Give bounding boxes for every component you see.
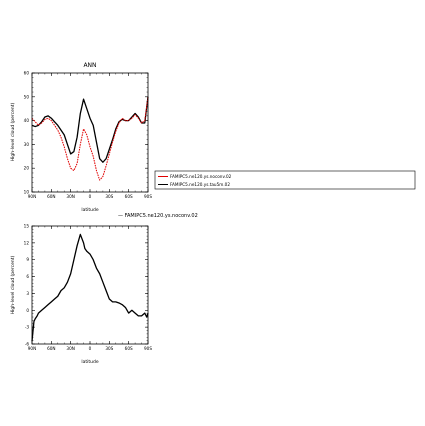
- bottom-xtick-label: 0: [89, 346, 92, 351]
- bottom-ytick-label: -6: [25, 342, 30, 347]
- top-xtick-label: 90N: [28, 194, 36, 199]
- top-chart-panel: ANN 90N 60N 30N 0 30S 60S 90S 10 20 30 40 50 60 lati…: [10, 62, 152, 213]
- legend-box: [154, 170, 416, 190]
- top-chart-legend: FAMIPC5.ne120.ys.noconv.02 FAMIPC5.ne120…: [154, 170, 416, 190]
- bottom-ytick-label: -3: [25, 325, 30, 330]
- top-ytick-label: 20: [24, 166, 30, 171]
- bottom-ytick-label: 12: [24, 240, 30, 245]
- top-xtick-label: 30S: [105, 194, 113, 199]
- bottom-ytick-label: 6: [26, 274, 29, 279]
- bottom-ytick-label: 3: [26, 291, 29, 296]
- top-chart-ticks: 90N 60N 30N 0 30S 60S 90S 10 20 30 40 50 60: [24, 71, 153, 200]
- top-xtick-label: 60N: [47, 194, 55, 199]
- top-chart-xlabel: latitude: [81, 207, 98, 213]
- bottom-chart-ticks: 90N 60N 30N 0 30S 60S 90S -6 -3 0 3 6 9 12 15: [24, 224, 153, 352]
- bottom-xtick-label: 60N: [47, 346, 55, 351]
- top-ytick-label: 30: [24, 142, 30, 147]
- top-series-line-1: [31, 96, 149, 163]
- top-series-line-0: [31, 96, 149, 181]
- top-ytick-label: 60: [24, 71, 30, 76]
- bottom-xtick-label: 30S: [105, 346, 113, 351]
- bottom-xtick-label: 90N: [28, 346, 36, 351]
- top-chart-title: ANN: [83, 62, 96, 69]
- bottom-xtick-label: 60S: [125, 346, 133, 351]
- top-ytick-label: 10: [24, 190, 30, 195]
- top-xtick-label: 0: [89, 194, 92, 199]
- top-ytick-label: 50: [24, 94, 30, 99]
- bottom-chart-frame: [31, 225, 149, 345]
- bottom-ytick-label: 15: [24, 224, 30, 229]
- bottom-chart-caption: — FAMIPC5.ne120.ys.noconv.02: [118, 213, 198, 219]
- legend-label-tau5m: FAMIPC5.ne120.ys.tau5m.02: [170, 182, 230, 187]
- top-xtick-label: 90S: [144, 194, 152, 199]
- bottom-xtick-label: 90S: [144, 346, 152, 351]
- top-xtick-label: 30N: [66, 194, 74, 199]
- bottom-ytick-label: 9: [26, 257, 29, 262]
- bottom-chart-ylabel: High-level cloud (percent): [10, 256, 16, 315]
- bottom-xtick-label: 30N: [66, 346, 74, 351]
- top-xtick-label: 60S: [125, 194, 133, 199]
- legend-label-noconv: FAMIPC5.ne120.ys.noconv.02: [170, 174, 232, 179]
- top-chart-series: [31, 96, 149, 181]
- top-chart-frame: [31, 72, 149, 193]
- top-chart-ylabel: High-level cloud (percent): [10, 103, 16, 162]
- bottom-series-line-0: [31, 233, 149, 342]
- top-ytick-label: 40: [24, 118, 30, 123]
- bottom-chart-series: [31, 233, 149, 342]
- bottom-chart-xlabel: latitude: [81, 359, 98, 365]
- bottom-ytick-label: 0: [26, 308, 29, 313]
- bottom-chart-panel: 90N 60N 30N 0 30S 60S 90S -6 -3 0 3 6 9 12 15 latitude…: [10, 224, 152, 366]
